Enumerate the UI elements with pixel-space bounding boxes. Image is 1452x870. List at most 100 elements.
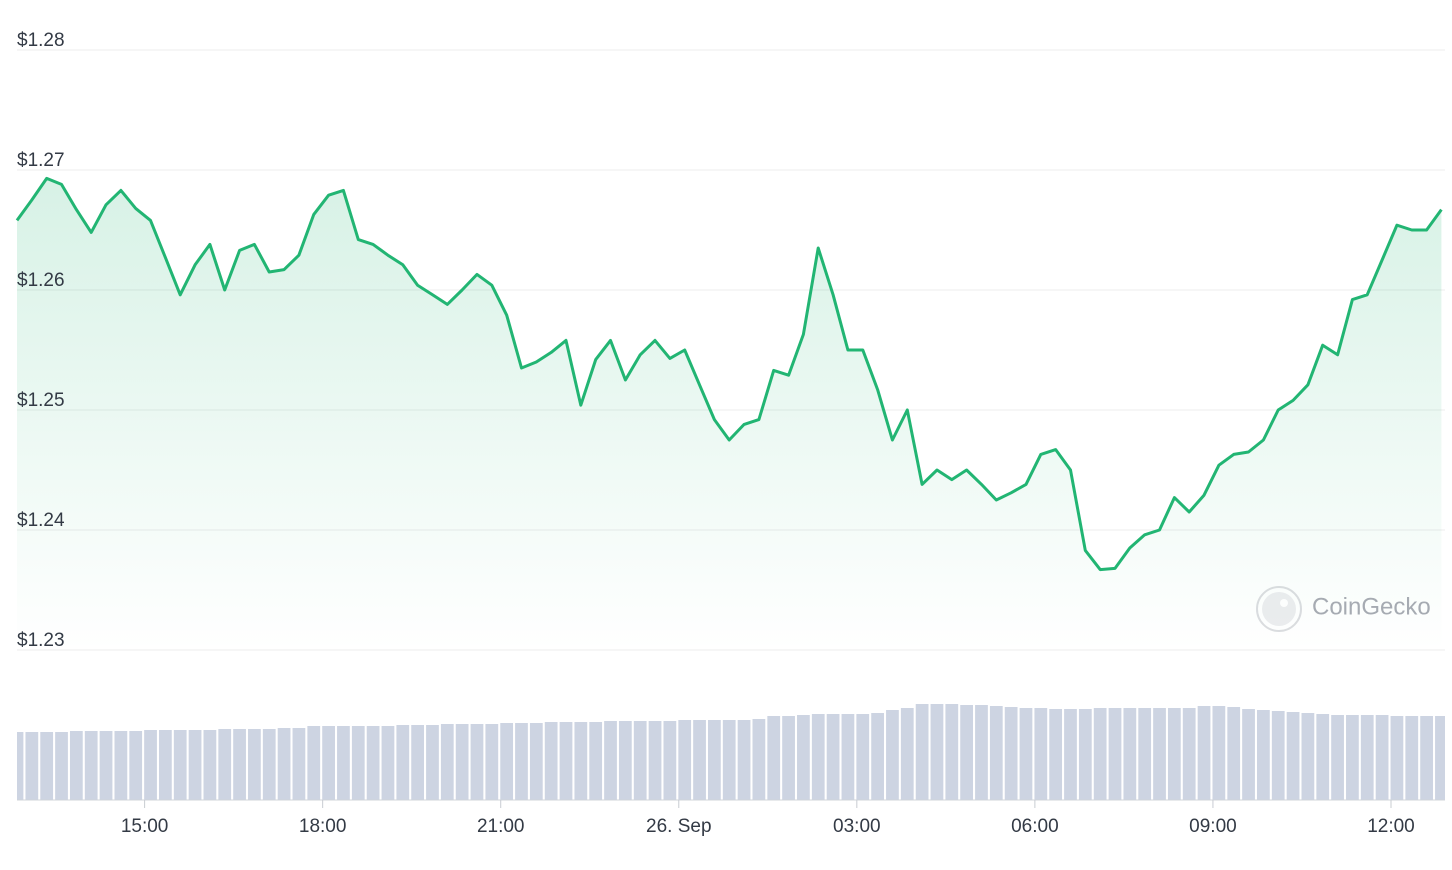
- volume-bar: [129, 731, 143, 800]
- volume-bar: [559, 722, 573, 800]
- volume-bar: [55, 732, 68, 800]
- volume-bar: [470, 724, 484, 800]
- volume-bar: [1093, 708, 1107, 800]
- volume-bar: [440, 724, 454, 800]
- price-line: [15, 176, 1443, 572]
- volume-bar: [1331, 715, 1344, 800]
- volume-bar: [767, 716, 781, 800]
- volume-bar: [930, 704, 944, 800]
- volume-bar: [752, 719, 766, 800]
- x-tick-label: 18:00: [299, 816, 347, 837]
- volume-bar: [826, 714, 840, 800]
- volume-bar: [307, 726, 321, 800]
- volume-bar: [1123, 708, 1137, 800]
- volume-bar: [1286, 712, 1300, 800]
- volume-bar: [574, 722, 588, 800]
- volume-bar: [1346, 715, 1359, 800]
- volume-bar: [69, 731, 83, 800]
- watermark-logo: [1256, 586, 1302, 632]
- volume-bar: [426, 725, 439, 800]
- volume-bar: [84, 731, 98, 800]
- volume-bar: [900, 708, 914, 800]
- volume-bar: [1019, 708, 1033, 800]
- volume-bar: [648, 721, 662, 800]
- volume-bar: [886, 710, 899, 800]
- volume-bar: [841, 714, 855, 800]
- volume-bar: [782, 716, 795, 800]
- volume-bar: [322, 726, 335, 800]
- volume-bar: [797, 715, 810, 800]
- volume-bar: [960, 705, 974, 800]
- volume-bar: [1049, 709, 1063, 800]
- volume-bar: [99, 731, 113, 800]
- y-tick-label: $1.28: [17, 30, 65, 51]
- volume-bar: [381, 726, 395, 800]
- volume-bar: [1435, 716, 1445, 800]
- volume-bar: [544, 722, 558, 800]
- volume-bar: [604, 721, 617, 800]
- volume-bar: [811, 714, 825, 800]
- volume-bar: [1138, 708, 1152, 800]
- x-tick-label: 03:00: [833, 816, 881, 837]
- volume-bar: [1316, 714, 1330, 800]
- x-tick-label: 26. Sep: [646, 816, 712, 837]
- volume-bar: [351, 726, 365, 800]
- volume-bar: [485, 724, 499, 800]
- volume-bar: [693, 720, 706, 800]
- volume-bar: [366, 726, 380, 800]
- volume-bar: [173, 730, 187, 800]
- volume-bar: [1242, 709, 1255, 800]
- x-tick-label: 09:00: [1189, 816, 1237, 837]
- volume-bar: [1257, 710, 1270, 800]
- x-tick-label: 15:00: [121, 816, 169, 837]
- volume-bar: [945, 704, 959, 800]
- volume-bar: [975, 705, 988, 800]
- volume-bar: [144, 730, 157, 800]
- volume-bar: [618, 721, 632, 800]
- volume-bar: [1420, 716, 1433, 800]
- x-tick-label: 06:00: [1011, 816, 1059, 837]
- volume-bar: [292, 728, 306, 800]
- volume-bar: [337, 726, 350, 800]
- plot: [17, 49, 1445, 801]
- volume-bar: [114, 731, 128, 800]
- volume-bar: [248, 729, 261, 800]
- volume-bar: [589, 722, 603, 800]
- volume-bar: [233, 729, 246, 800]
- volume-bar: [1182, 708, 1196, 800]
- volume-bar: [1108, 708, 1122, 800]
- volume-bar: [1390, 716, 1404, 800]
- volume-bar: [218, 729, 232, 800]
- volume-bar: [411, 725, 425, 800]
- volume-bar: [40, 732, 54, 800]
- volume-bar: [1064, 709, 1077, 800]
- volume-bar: [856, 714, 870, 800]
- volume-bar: [1227, 707, 1241, 800]
- volume-bar: [678, 720, 692, 800]
- y-tick-label: $1.26: [17, 270, 65, 291]
- volume-bar: [1301, 713, 1315, 800]
- volume-bar: [158, 730, 172, 800]
- x-tick-label: 21:00: [477, 816, 525, 837]
- volume-bar: [722, 720, 736, 800]
- volume-bar: [633, 721, 647, 800]
- volume-bar: [663, 721, 677, 800]
- volume-bar: [737, 720, 751, 800]
- volume-bar: [1004, 707, 1018, 800]
- volume-bar: [17, 732, 24, 800]
- volume-bar: [989, 706, 1003, 800]
- volume-bar: [1153, 708, 1166, 800]
- volume-bar: [1375, 715, 1389, 800]
- volume-bar: [515, 723, 528, 800]
- volume-bar: [1197, 706, 1211, 800]
- x-tick-label: 12:00: [1367, 816, 1415, 837]
- volume-bar: [871, 713, 884, 800]
- y-tick-label: $1.23: [17, 630, 65, 651]
- volume-bar: [1405, 716, 1419, 800]
- volume-bar: [262, 729, 276, 800]
- y-tick-label: $1.24: [17, 510, 65, 531]
- y-tick-label: $1.27: [17, 150, 65, 171]
- volume-bar: [500, 723, 514, 800]
- volume-bar: [203, 730, 217, 800]
